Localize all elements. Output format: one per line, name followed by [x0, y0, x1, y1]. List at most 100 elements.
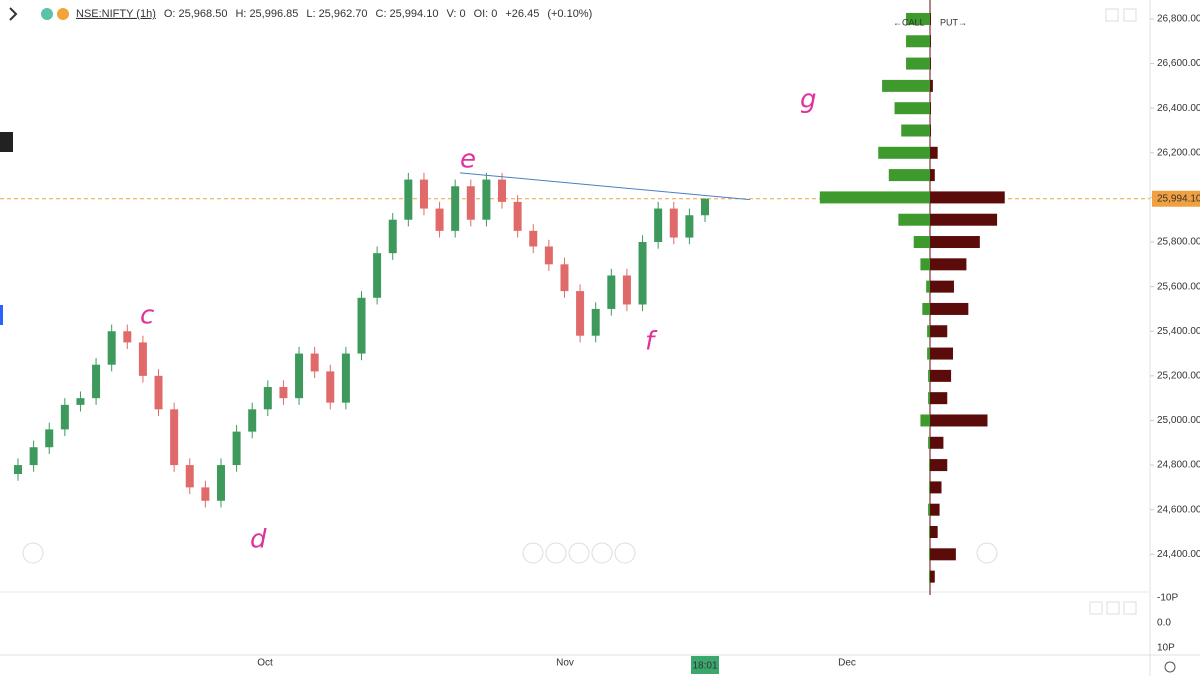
- call-bar: [913, 236, 930, 249]
- candle-body: [76, 398, 85, 405]
- put-bar: [930, 302, 969, 315]
- button[interactable]: [1106, 601, 1120, 615]
- header-oi-label: OI:: [474, 8, 489, 20]
- candle-body: [326, 371, 335, 403]
- candle-body: [685, 215, 694, 238]
- indicator-tick-label: -10P: [1157, 593, 1178, 604]
- source-dot: [57, 8, 69, 20]
- y-tick-label: 25,600.00: [1157, 281, 1200, 292]
- y-tick-label: 24,800.00: [1157, 460, 1200, 471]
- candle-body: [341, 353, 350, 403]
- button[interactable]: [1105, 8, 1119, 22]
- header-h-label: H:: [235, 8, 246, 20]
- put-bar: [930, 12, 931, 25]
- put-bar: [930, 258, 967, 271]
- header-volume: 0: [459, 8, 465, 20]
- candle-body: [154, 375, 163, 410]
- put-bar: [930, 414, 988, 427]
- candle-body: [451, 186, 460, 231]
- candle-body: [498, 179, 507, 202]
- header: NSE:NIFTY (1h) O: 25,968.50 H: 25,996.85 L: 25…: [9, 7, 592, 21]
- candle-body: [357, 297, 366, 354]
- call-bar: [819, 191, 930, 204]
- put-bar: [930, 548, 956, 561]
- reset[interactable]: [568, 542, 590, 564]
- candle-body: [404, 179, 413, 220]
- candle-body: [466, 186, 475, 220]
- candle-body: [279, 387, 288, 399]
- trendline: [459, 172, 751, 201]
- button[interactable]: [1123, 8, 1137, 22]
- put-bar: [930, 369, 952, 382]
- call-bar: [878, 146, 930, 159]
- collapse-icon[interactable]: [9, 7, 18, 21]
- call-bar: [901, 124, 930, 137]
- candle-body: [45, 429, 54, 448]
- button[interactable]: [1123, 601, 1137, 615]
- price-tag: [1152, 190, 1200, 207]
- put-bar: [930, 526, 938, 539]
- candle-body: [138, 342, 147, 376]
- call-label: ←CALL: [893, 17, 925, 27]
- zoom-out[interactable]: [545, 542, 567, 564]
- call-bar: [929, 459, 930, 472]
- zoom-in[interactable]: [591, 542, 613, 564]
- call-bar: [894, 102, 930, 115]
- y-tick-label: 25,400.00: [1157, 326, 1200, 337]
- put-bar: [930, 436, 944, 449]
- annotation: c: [140, 301, 154, 331]
- candle-body: [607, 275, 616, 309]
- y-tick-label: 26,800.00: [1157, 14, 1200, 25]
- candle-body: [544, 246, 553, 265]
- candle-body: [591, 308, 600, 336]
- call-bar: [926, 280, 930, 293]
- call-bar: [927, 325, 930, 338]
- undo[interactable]: [522, 542, 544, 564]
- time-tag-label: 18:01: [692, 661, 717, 672]
- header-close: 25,994.10: [390, 8, 439, 20]
- y-tick-label: 25,000.00: [1157, 415, 1200, 426]
- annotation: g: [800, 85, 817, 115]
- candle-body: [29, 447, 38, 466]
- y-tick-label: 24,400.00: [1157, 549, 1200, 560]
- put-bar: [930, 481, 942, 494]
- call-bar: [929, 548, 930, 561]
- side-tab[interactable]: [0, 305, 3, 325]
- annotation: d: [250, 525, 267, 555]
- redo[interactable]: [614, 542, 636, 564]
- candle-body: [201, 487, 210, 501]
- put-bar: [930, 146, 938, 159]
- candle-body: [14, 465, 22, 475]
- button[interactable]: [1089, 601, 1103, 615]
- call-bar: [928, 436, 930, 449]
- candle-body: [701, 198, 709, 216]
- candle-body: [622, 275, 631, 305]
- call-bar: [929, 526, 930, 539]
- header-change-pct: (+0.10%): [547, 8, 592, 20]
- put-bar: [930, 392, 948, 405]
- y-tick-label: 25,800.00: [1157, 237, 1200, 248]
- annotation: f: [645, 327, 658, 357]
- settings-icon[interactable]: [1164, 661, 1176, 673]
- put-bar: [930, 169, 935, 182]
- indicator-tick-label: 0.0: [1157, 618, 1171, 629]
- call-bar: [906, 57, 930, 70]
- put-bar: [930, 325, 948, 338]
- scroll-left[interactable]: [22, 542, 44, 564]
- put-bar: [930, 280, 954, 293]
- call-bar: [882, 79, 930, 92]
- call-bar: [920, 258, 930, 271]
- put-bar: [930, 347, 953, 360]
- call-bar: [928, 503, 930, 516]
- candle-body: [310, 353, 319, 372]
- scroll-right[interactable]: [976, 542, 998, 564]
- side-tool[interactable]: [0, 132, 13, 152]
- call-bar: [906, 35, 930, 48]
- candle-body: [388, 219, 397, 254]
- call-bar: [920, 414, 930, 427]
- put-bar: [930, 191, 1005, 204]
- put-bar: [930, 57, 931, 70]
- price-tag-label: 25,994.10: [1157, 193, 1200, 204]
